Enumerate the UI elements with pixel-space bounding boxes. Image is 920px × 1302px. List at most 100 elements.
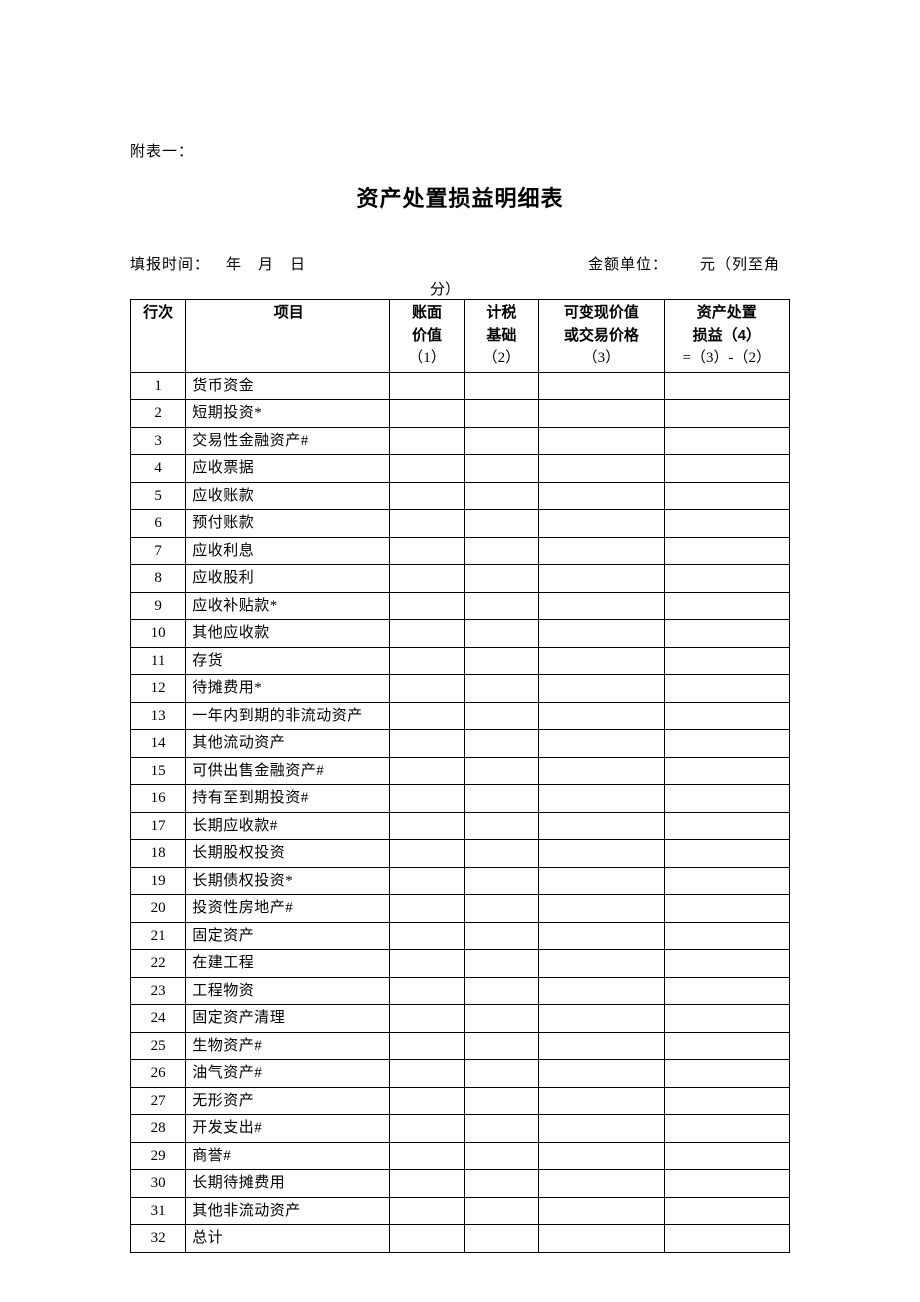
table-row: 18长期股权投资 [131, 840, 790, 868]
cell-value-3 [539, 950, 664, 978]
cell-value-3 [539, 895, 664, 923]
cell-item: 工程物资 [186, 977, 390, 1005]
cell-value-2 [464, 1087, 538, 1115]
table-row: 4应收票据 [131, 455, 790, 483]
cell-rownum: 19 [131, 867, 186, 895]
cell-item: 待摊费用* [186, 675, 390, 703]
cell-value-2 [464, 647, 538, 675]
cell-rownum: 5 [131, 482, 186, 510]
header-c3-l2: 或交易价格 [564, 327, 639, 344]
cell-rownum: 18 [131, 840, 186, 868]
table-row: 13一年内到期的非流动资产 [131, 702, 790, 730]
cell-value-3 [539, 867, 664, 895]
cell-rownum: 10 [131, 620, 186, 648]
cell-item: 长期债权投资* [186, 867, 390, 895]
cell-value-1 [390, 812, 464, 840]
header-book-value: 账面 价值 （1） [390, 300, 464, 373]
cell-value-3 [539, 1197, 664, 1225]
cell-value-4 [664, 565, 789, 593]
cell-item: 长期应收款# [186, 812, 390, 840]
cell-value-3 [539, 427, 664, 455]
attachment-prefix: 附表一： [130, 140, 790, 161]
cell-value-4 [664, 647, 789, 675]
cell-rownum: 28 [131, 1115, 186, 1143]
table-body: 1货币资金2短期投资*3交易性金融资产#4应收票据5应收账款6预付账款7应收利息… [131, 372, 790, 1252]
cell-value-1 [390, 867, 464, 895]
cell-value-2 [464, 895, 538, 923]
cell-rownum: 22 [131, 950, 186, 978]
cell-value-1 [390, 977, 464, 1005]
header-c1-l1: 账面 [412, 304, 442, 321]
cell-value-3 [539, 675, 664, 703]
cell-value-4 [664, 840, 789, 868]
cell-value-2 [464, 840, 538, 868]
cell-value-2 [464, 812, 538, 840]
cell-item: 投资性房地产# [186, 895, 390, 923]
cell-value-3 [539, 812, 664, 840]
cell-value-4 [664, 1170, 789, 1198]
table-row: 8应收股利 [131, 565, 790, 593]
cell-value-4 [664, 977, 789, 1005]
cell-value-4 [664, 895, 789, 923]
cell-item: 其他非流动资产 [186, 1197, 390, 1225]
cell-value-4 [664, 1060, 789, 1088]
cell-item: 应收票据 [186, 455, 390, 483]
header-c1-l2: 价值 [412, 327, 442, 344]
table-row: 21固定资产 [131, 922, 790, 950]
cell-item: 开发支出# [186, 1115, 390, 1143]
amount-unit-label: 金额单位： 元（列至角 [588, 253, 790, 274]
cell-rownum: 16 [131, 785, 186, 813]
cell-rownum: 30 [131, 1170, 186, 1198]
cell-value-2 [464, 730, 538, 758]
cell-value-3 [539, 372, 664, 400]
cell-rownum: 17 [131, 812, 186, 840]
cell-value-1 [390, 1197, 464, 1225]
cell-value-2 [464, 427, 538, 455]
cell-rownum: 8 [131, 565, 186, 593]
cell-item: 无形资产 [186, 1087, 390, 1115]
table-row: 9应收补贴款* [131, 592, 790, 620]
cell-value-3 [539, 400, 664, 428]
cell-value-1 [390, 647, 464, 675]
cell-value-3 [539, 1087, 664, 1115]
cell-value-1 [390, 372, 464, 400]
cell-item: 交易性金融资产# [186, 427, 390, 455]
table-row: 26油气资产# [131, 1060, 790, 1088]
cell-value-2 [464, 867, 538, 895]
cell-item: 一年内到期的非流动资产 [186, 702, 390, 730]
cell-value-1 [390, 895, 464, 923]
cell-value-4 [664, 922, 789, 950]
cell-value-4 [664, 1225, 789, 1253]
table-row: 3交易性金融资产# [131, 427, 790, 455]
header-c4-l2: 损益（4） [693, 327, 761, 344]
cell-item: 应收利息 [186, 537, 390, 565]
page-title: 资产处置损益明细表 [130, 181, 790, 213]
cell-rownum: 31 [131, 1197, 186, 1225]
cell-value-1 [390, 840, 464, 868]
table-row: 25生物资产# [131, 1032, 790, 1060]
cell-value-1 [390, 592, 464, 620]
cell-value-1 [390, 785, 464, 813]
cell-rownum: 24 [131, 1005, 186, 1033]
cell-rownum: 12 [131, 675, 186, 703]
cell-item: 货币资金 [186, 372, 390, 400]
cell-value-4 [664, 1115, 789, 1143]
cell-item: 商誉# [186, 1142, 390, 1170]
header-item: 项目 [186, 300, 390, 373]
table-row: 16持有至到期投资# [131, 785, 790, 813]
cell-value-3 [539, 922, 664, 950]
cell-value-2 [464, 785, 538, 813]
cell-value-2 [464, 1142, 538, 1170]
cell-value-3 [539, 1005, 664, 1033]
cell-item: 其他流动资产 [186, 730, 390, 758]
cell-value-3 [539, 1060, 664, 1088]
table-row: 15可供出售金融资产# [131, 757, 790, 785]
table-row: 27无形资产 [131, 1087, 790, 1115]
cell-value-3 [539, 977, 664, 1005]
cell-value-4 [664, 1142, 789, 1170]
cell-rownum: 2 [131, 400, 186, 428]
table-row: 19长期债权投资* [131, 867, 790, 895]
cell-value-4 [664, 592, 789, 620]
header-c4-l3: =（3）-（2） [683, 350, 771, 366]
cell-value-4 [664, 620, 789, 648]
